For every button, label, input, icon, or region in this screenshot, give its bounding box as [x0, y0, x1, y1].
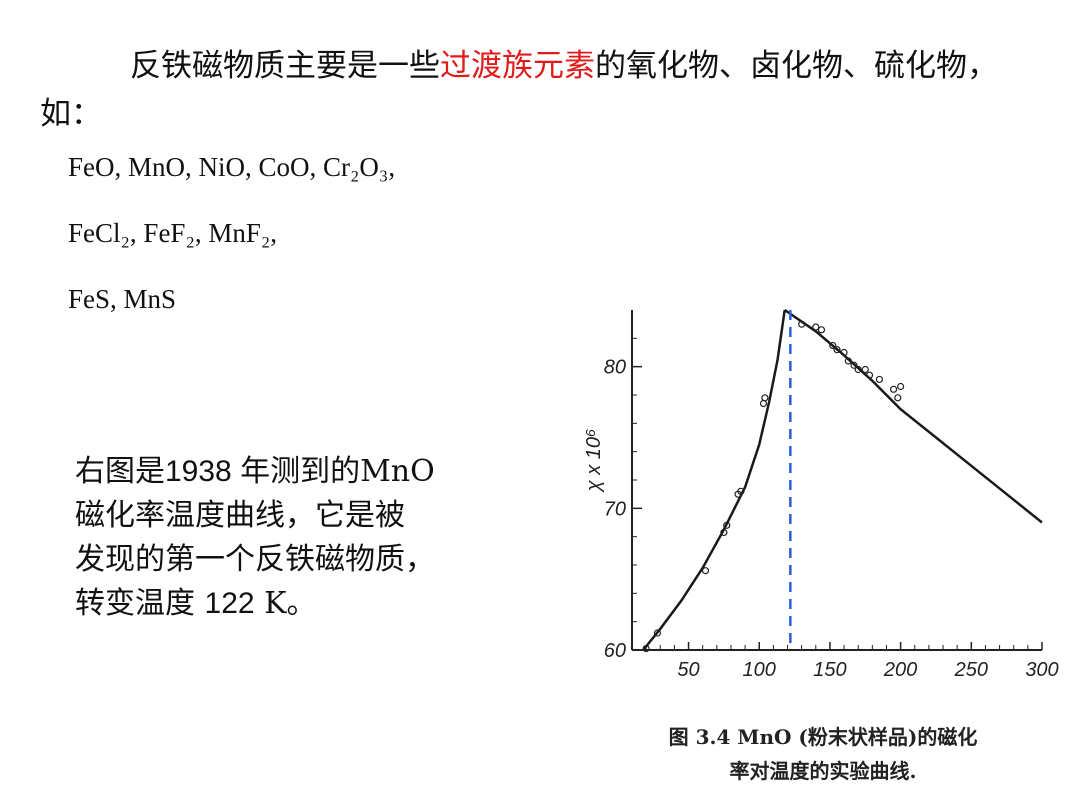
susceptibility-curve-1 [642, 309, 786, 651]
data-point [840, 348, 848, 357]
data-point [829, 341, 837, 350]
y-tick-label: 70 [604, 498, 626, 520]
data-point [723, 521, 731, 529]
data-point [701, 567, 710, 575]
x-tick-label: 150 [813, 659, 846, 681]
formula-line-oxides: FeO, MnO, NiO, CoO, Cr₂O₃, [68, 152, 396, 182]
data-point [833, 346, 841, 354]
data-point [854, 365, 862, 374]
data-point [844, 357, 852, 365]
desc-line4a: 转变温度 [75, 586, 205, 621]
intro-part3: 如： [40, 96, 102, 132]
susceptibility-curve-2 [783, 308, 1043, 524]
desc-line2: 磁化率温度曲线，它是被 [75, 498, 405, 533]
intro-highlight: 过渡族元素 [440, 48, 595, 84]
chart-ticks: 50 100 150 200 250 300 60 70 80 [604, 337, 1059, 681]
y-tick-label: 60 [604, 640, 626, 662]
intro-part1: 反铁磁物质主要是一些 [130, 48, 440, 84]
data-point [798, 320, 806, 328]
desc-line1b: 1938 年测到的 [165, 455, 361, 488]
data-point [737, 487, 745, 495]
formula-line-halides: FeCl₂, FeF₂, MnF₂, [68, 218, 278, 248]
data-point [817, 326, 826, 334]
x-tick-label: 200 [883, 659, 917, 681]
chart-axes [631, 310, 1042, 651]
data-point [761, 394, 769, 402]
data-point [642, 644, 650, 653]
figure-caption: 图 3.4 MnO (粉末状样品)的磁化 率对温度的实验曲线. [588, 720, 1058, 788]
formula-line-sulfides: FeS, MnS [68, 284, 177, 314]
intro-part2: 的氧化物、卤化物、硫化物， [595, 48, 998, 84]
data-point [861, 365, 869, 374]
chart-points [642, 320, 905, 653]
data-point [897, 382, 905, 391]
data-point [894, 394, 902, 402]
x-tick-label: 50 [677, 659, 699, 681]
y-axis-label: χ x 10⁶ [583, 429, 605, 494]
data-point [653, 629, 662, 637]
susceptibility-chart: 50 100 150 200 250 300 60 70 80 χ x 10⁶ [572, 300, 1072, 790]
caption-line1: 图 3.4 MnO (粉末状样品)的磁化 [668, 725, 978, 749]
desc-line1a: 右图是 [75, 454, 165, 489]
description-paragraph: 右图是1938 年测到的MnO 磁化率温度曲线，它是被 发现的第一个反铁磁物质，… [75, 450, 515, 626]
desc-line1c: MnO [360, 454, 435, 489]
data-point [812, 323, 820, 331]
data-point [720, 528, 728, 537]
caption-line2: 率对温度的实验曲线. [729, 759, 917, 783]
y-tick-label: 80 [604, 357, 626, 379]
chart-svg: 50 100 150 200 250 300 60 70 80 χ x 10⁶ [583, 308, 1059, 681]
desc-line4b: 122 [204, 587, 255, 620]
intro-paragraph: 反铁磁物质主要是一些过渡族元素的氧化物、卤化物、硫化物， 如： [40, 42, 1050, 138]
chart-series [642, 308, 1043, 651]
data-point [759, 399, 768, 408]
x-tick-label: 300 [1025, 659, 1058, 681]
desc-line4c: K。 [254, 586, 317, 621]
x-tick-label: 100 [743, 659, 776, 681]
data-point [865, 371, 874, 379]
x-tick-label: 250 [954, 659, 988, 681]
data-point [850, 361, 858, 369]
data-point [889, 385, 898, 393]
desc-line3: 发现的第一个反铁磁物质， [75, 542, 435, 577]
data-point [875, 375, 884, 384]
